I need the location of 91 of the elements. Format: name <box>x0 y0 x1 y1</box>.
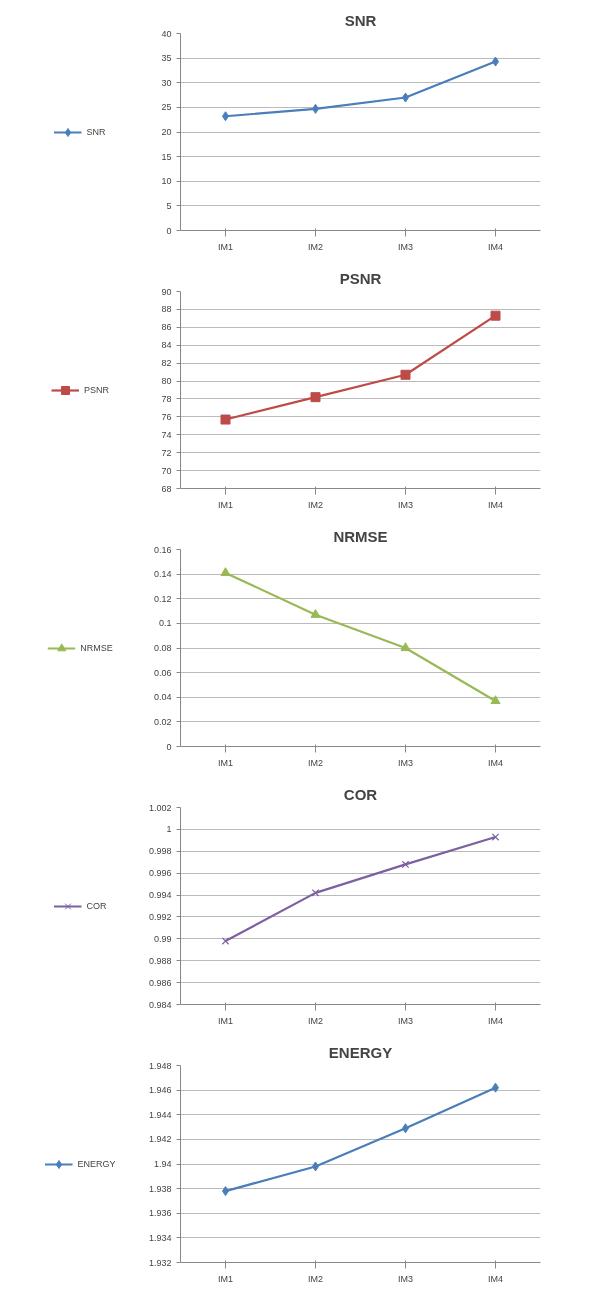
y-tick-label: 40 <box>161 28 172 39</box>
y-tick-label: 0.16 <box>153 544 172 555</box>
y-tick-label: 82 <box>161 358 172 369</box>
x-tick-label: IM4 <box>488 1015 504 1026</box>
y-tick-label: 1.932 <box>148 1257 172 1268</box>
legend-label: PSNR <box>83 384 110 395</box>
y-tick-label: 68 <box>161 483 172 494</box>
legend-label: COR <box>86 900 107 911</box>
y-tick-label: 20 <box>161 127 172 137</box>
y-tick-label: 86 <box>161 322 172 333</box>
x-tick-label: IM1 <box>218 499 234 510</box>
x-tick-label: IM4 <box>488 499 504 510</box>
y-tick-label: 1.946 <box>148 1085 172 1096</box>
y-tick-label: 0.994 <box>148 890 172 901</box>
point <box>311 889 320 897</box>
y-tick-label: 76 <box>161 411 172 422</box>
y-tick-label: 15 <box>161 151 172 162</box>
point <box>220 414 231 425</box>
legend-label: SNR <box>86 126 107 137</box>
y-tick-label: 0.984 <box>148 999 172 1010</box>
y-tick-label: 90 <box>161 286 172 297</box>
y-tick-label: 35 <box>161 53 172 64</box>
y-tick-label: 1.94 <box>153 1159 172 1169</box>
y-tick-label: 88 <box>161 304 172 315</box>
x-tick-label: IM3 <box>398 499 414 510</box>
chart-title: SNR <box>344 11 377 29</box>
x-tick-label: IM4 <box>488 1273 504 1284</box>
y-tick-label: 10 <box>161 176 172 187</box>
legend-label: ENERGY <box>77 1158 116 1169</box>
y-tick-label: 0.1 <box>158 618 172 629</box>
y-tick-label: 1 <box>166 824 172 835</box>
point <box>220 567 231 576</box>
x-tick-label: IM2 <box>308 499 324 510</box>
y-tick-label: 1.944 <box>148 1109 172 1120</box>
y-tick-label: 25 <box>161 102 172 113</box>
y-tick-label: 1.948 <box>148 1060 172 1071</box>
chart-title: NRMSE <box>333 527 388 545</box>
x-tick-label: IM2 <box>308 1273 324 1284</box>
legend-label: NRMSE <box>80 642 113 653</box>
chart-title: COR <box>343 785 378 803</box>
y-tick-label: 74 <box>161 429 172 440</box>
point <box>401 860 410 869</box>
y-tick-label: 0.986 <box>148 977 172 988</box>
y-tick-label: 0.996 <box>148 868 172 879</box>
y-tick-label: 70 <box>161 465 172 476</box>
x-tick-label: IM1 <box>218 1273 234 1284</box>
y-tick-label: 80 <box>161 376 172 387</box>
y-tick-label: 0 <box>166 741 172 752</box>
x-tick-label: IM4 <box>488 241 504 252</box>
y-tick-label: 1.942 <box>148 1134 172 1145</box>
y-tick-label: 72 <box>161 447 172 458</box>
y-tick-label: 0.14 <box>153 569 172 580</box>
y-tick-label: 0.99 <box>153 933 172 944</box>
y-tick-label: 0.998 <box>148 846 172 857</box>
y-tick-label: 0.02 <box>153 716 172 727</box>
y-tick-label: 30 <box>161 77 172 88</box>
y-tick-label: 0.08 <box>153 643 172 653</box>
y-tick-label: 78 <box>161 393 172 404</box>
y-tick-label: 0.06 <box>153 667 172 678</box>
x-tick-label: IM1 <box>218 1015 234 1026</box>
y-tick-label: 1.938 <box>148 1183 172 1194</box>
x-tick-label: IM2 <box>308 1015 324 1026</box>
x-tick-label: IM3 <box>398 757 414 768</box>
y-tick-label: 5 <box>166 200 172 211</box>
x-tick-label: IM4 <box>488 757 504 768</box>
y-tick-label: 1.934 <box>148 1232 172 1243</box>
chart-title: PSNR <box>339 269 382 287</box>
x-tick-label: IM2 <box>308 241 324 252</box>
point <box>400 369 411 380</box>
y-tick-label: 0.992 <box>148 911 172 922</box>
x-tick-label: IM3 <box>398 1015 414 1026</box>
x-tick-label: IM1 <box>218 241 234 252</box>
point <box>221 937 230 945</box>
y-tick-label: 0.04 <box>153 692 172 703</box>
x-tick-label: IM3 <box>398 1273 414 1284</box>
y-tick-label: 0 <box>166 225 172 236</box>
x-tick-label: IM1 <box>218 757 234 768</box>
y-tick-label: 0.988 <box>148 955 172 966</box>
x-tick-label: IM2 <box>308 757 324 768</box>
point <box>310 609 321 618</box>
y-tick-label: 1.002 <box>148 802 172 813</box>
point <box>491 833 500 841</box>
point <box>490 310 501 321</box>
y-tick-label: 84 <box>161 340 172 351</box>
point <box>310 392 321 403</box>
chart-title: ENERGY <box>328 1043 393 1061</box>
y-tick-label: 0.12 <box>153 593 172 604</box>
x-tick-label: IM3 <box>398 241 414 252</box>
point <box>400 642 411 652</box>
y-tick-label: 1.936 <box>148 1208 172 1219</box>
point <box>490 695 501 705</box>
